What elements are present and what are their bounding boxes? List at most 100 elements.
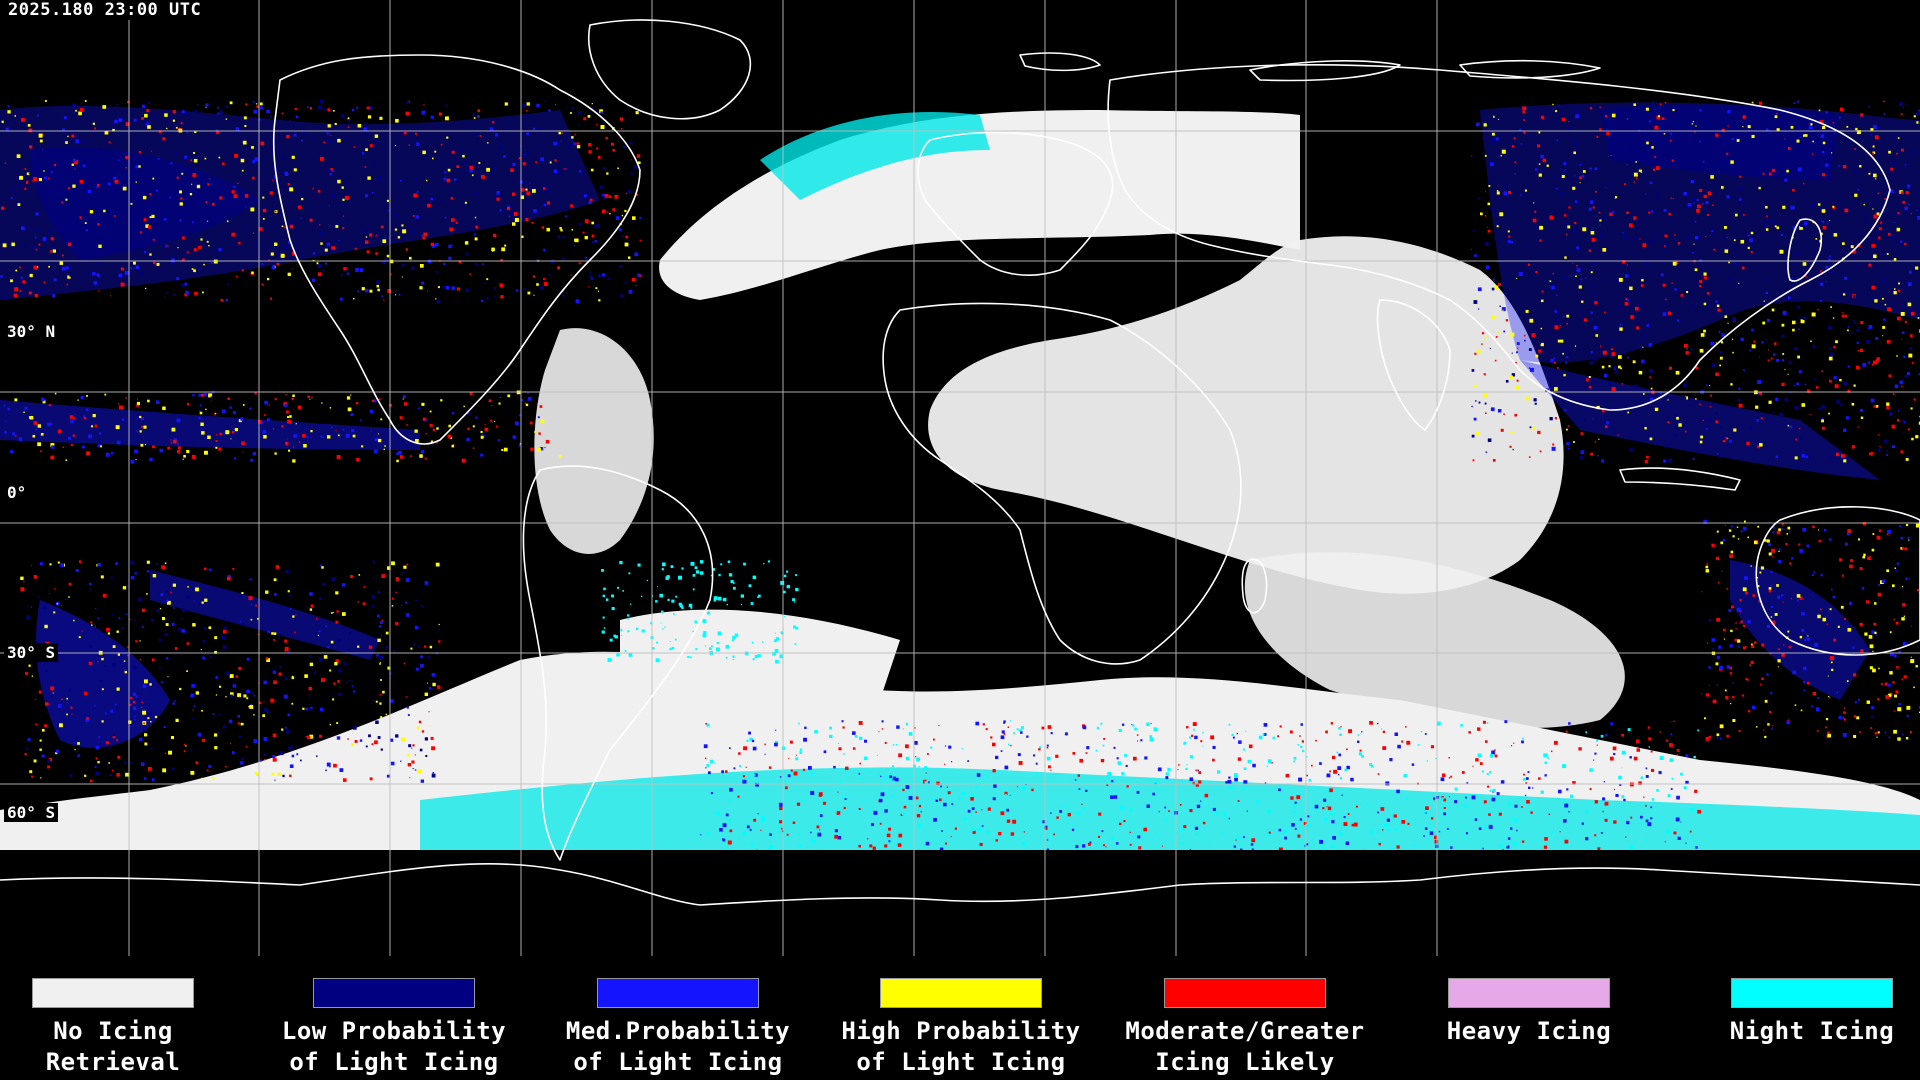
icing-pixel [444,216,447,219]
icing-pixel [186,450,190,454]
icing-pixel [1866,340,1871,344]
icing-pixel [257,633,259,635]
icing-pixel [1433,799,1435,801]
icing-pixel [229,694,233,698]
icing-pixel [624,209,627,213]
icing-pixel [1022,786,1026,790]
icing-pixel [314,287,316,289]
icing-pixel [1872,533,1875,535]
icing-pixel [1498,283,1501,286]
icing-pixel [1327,806,1332,811]
icing-pixel [1650,806,1653,809]
legend-item-med-probability: Med.Probability of Light Icing [548,978,808,1078]
icing-pixel [1771,220,1776,225]
icing-pixel [77,754,80,757]
icing-pixel [1581,175,1585,178]
icing-pixel [1885,695,1890,699]
icing-pixel [1659,756,1664,760]
icing-pixel [578,123,580,126]
icing-pixel [165,244,168,248]
icing-pixel [967,760,969,762]
icing-pixel [1843,459,1847,463]
icing-pixel [1640,776,1643,779]
icing-pixel [194,291,198,296]
icing-pixel [700,571,704,575]
icing-pixel [1877,592,1882,597]
icing-pixel [1752,103,1754,105]
icing-pixel [1326,806,1328,808]
icing-pixel [389,672,393,675]
icing-pixel [1757,525,1760,528]
icing-pixel [45,669,48,673]
icing-pixel [535,161,537,163]
icing-pixel [507,394,511,398]
icing-pixel [1116,757,1119,760]
icing-pixel [1645,819,1649,823]
legend-label-line1: High Probability [841,1017,1081,1045]
icing-pixel [1888,150,1891,154]
icing-pixel [181,258,185,262]
icing-pixel [1898,702,1901,706]
icing-pixel [232,684,236,688]
icing-pixel [1917,244,1920,247]
icing-pixel [1326,773,1331,778]
icing-pixel [1781,594,1784,597]
icing-pixel [253,110,258,114]
icing-pixel [699,560,704,564]
icing-pixel [901,812,905,816]
icing-pixel [1800,709,1803,712]
icing-pixel [85,229,88,232]
icing-pixel [1740,337,1744,341]
icing-pixel [1740,239,1745,244]
icing-pixel [1831,588,1833,591]
icing-pixel [1768,589,1772,593]
icing-pixel [1901,148,1904,152]
icing-pixel [1745,118,1747,120]
icing-pixel [1583,318,1587,322]
icing-pixel [1613,788,1616,791]
icing-pixel [448,244,452,249]
icing-pixel [1905,458,1909,461]
icing-pixel [394,228,398,231]
icing-pixel [589,275,593,279]
icing-pixel [347,117,350,120]
icing-pixel [536,145,539,148]
icing-pixel [184,111,189,116]
icing-pixel [262,714,265,717]
icing-pixel [347,407,352,412]
icing-pixel [134,715,136,718]
icing-pixel [195,761,199,765]
icing-pixel [1646,838,1649,841]
icing-pixel [1730,160,1734,164]
icing-pixel [756,782,759,784]
icing-pixel [190,748,193,751]
icing-pixel [1602,248,1607,252]
icing-pixel [1559,831,1561,833]
icing-pixel [1635,226,1638,229]
icing-pixel [272,757,277,762]
icing-pixel [634,165,638,169]
icing-pixel [1645,775,1649,778]
icing-pixel [1561,117,1565,121]
icing-pixel [130,761,133,764]
icing-pixel [1905,455,1909,459]
legend-swatch-high-probability [880,978,1042,1008]
icing-pixel [66,239,69,242]
icing-pixel [1513,137,1516,139]
icing-pixel [1762,321,1766,325]
icing-pixel [1846,416,1850,420]
icing-pixel [1816,730,1819,732]
icing-pixel [1616,385,1618,387]
icing-pixel [125,155,129,159]
icing-pixel [260,141,265,146]
icing-pixel [1741,266,1745,270]
icing-pixel [1825,111,1828,114]
icing-clusters-west [0,105,600,748]
icing-pixel [1916,209,1918,211]
icing-pixel [1773,526,1775,529]
icing-pixel [357,290,360,293]
icing-pixel [522,162,526,166]
icing-pixel [1612,162,1614,164]
icing-pixel [1540,154,1544,159]
icing-pixel [93,161,98,166]
